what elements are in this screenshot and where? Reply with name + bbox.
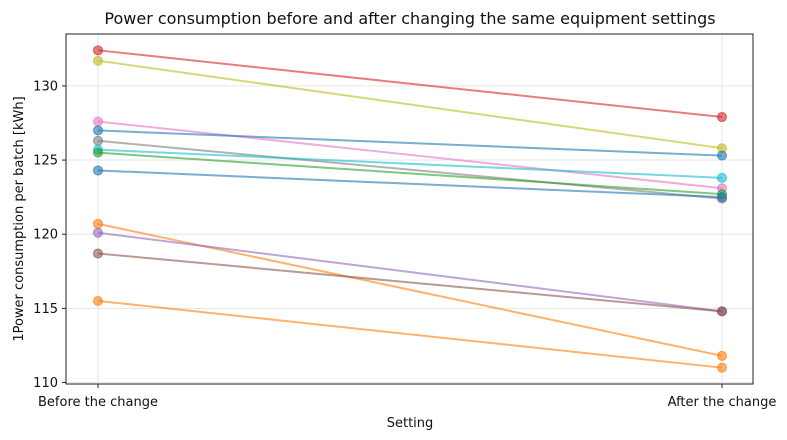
series-12 bbox=[93, 295, 727, 373]
y-tick-label: 120 bbox=[33, 228, 58, 243]
series-2 bbox=[93, 55, 727, 154]
x-axis-label: Setting bbox=[387, 416, 434, 431]
x-tick-label: After the change bbox=[668, 395, 777, 410]
data-point bbox=[93, 45, 103, 56]
series-4 bbox=[93, 125, 727, 161]
data-point bbox=[717, 112, 727, 123]
x-axis-ticks: Before the change After the change bbox=[38, 384, 776, 410]
x-tick-label: Before the change bbox=[38, 395, 158, 410]
series-line bbox=[97, 59, 723, 150]
series-line bbox=[97, 252, 723, 313]
data-point bbox=[717, 192, 727, 203]
data-point bbox=[93, 116, 103, 127]
data-point bbox=[93, 227, 103, 238]
data-point bbox=[93, 218, 103, 229]
series-8 bbox=[93, 165, 727, 203]
series-11 bbox=[93, 248, 727, 317]
plot-frame bbox=[65, 33, 754, 385]
series-1 bbox=[93, 45, 727, 123]
data-point bbox=[93, 55, 103, 66]
y-tick-label: 125 bbox=[33, 154, 58, 169]
series-line bbox=[97, 49, 723, 119]
series-line bbox=[97, 299, 723, 369]
data-point bbox=[717, 350, 727, 361]
series-line bbox=[97, 169, 723, 199]
data-point bbox=[717, 362, 727, 373]
grid bbox=[66, 34, 753, 384]
data-point bbox=[93, 295, 103, 306]
series-3 bbox=[93, 116, 727, 194]
data-point bbox=[717, 150, 727, 161]
y-axis-label: 1Power consumption per batch [kWh] bbox=[12, 96, 27, 341]
data-point bbox=[93, 147, 103, 158]
data-point bbox=[93, 135, 103, 146]
series-line bbox=[97, 231, 723, 313]
chart-title: Power consumption before and after chang… bbox=[104, 9, 715, 28]
series-line bbox=[97, 129, 723, 157]
data-point bbox=[93, 248, 103, 259]
y-tick-label: 130 bbox=[33, 79, 58, 94]
series-6 bbox=[93, 144, 727, 183]
data-point bbox=[93, 125, 103, 136]
data-point bbox=[93, 165, 103, 176]
series-line bbox=[97, 151, 723, 196]
data-point bbox=[717, 306, 727, 317]
series-group bbox=[93, 45, 727, 373]
y-tick-label: 110 bbox=[33, 376, 58, 391]
series-line bbox=[97, 120, 723, 190]
series-9 bbox=[93, 218, 727, 361]
series-line bbox=[97, 148, 723, 179]
y-tick-label: 115 bbox=[33, 302, 58, 317]
data-point bbox=[717, 172, 727, 183]
y-axis-ticks: 110 115 120 125 130 bbox=[33, 79, 66, 391]
series-line bbox=[97, 139, 723, 200]
